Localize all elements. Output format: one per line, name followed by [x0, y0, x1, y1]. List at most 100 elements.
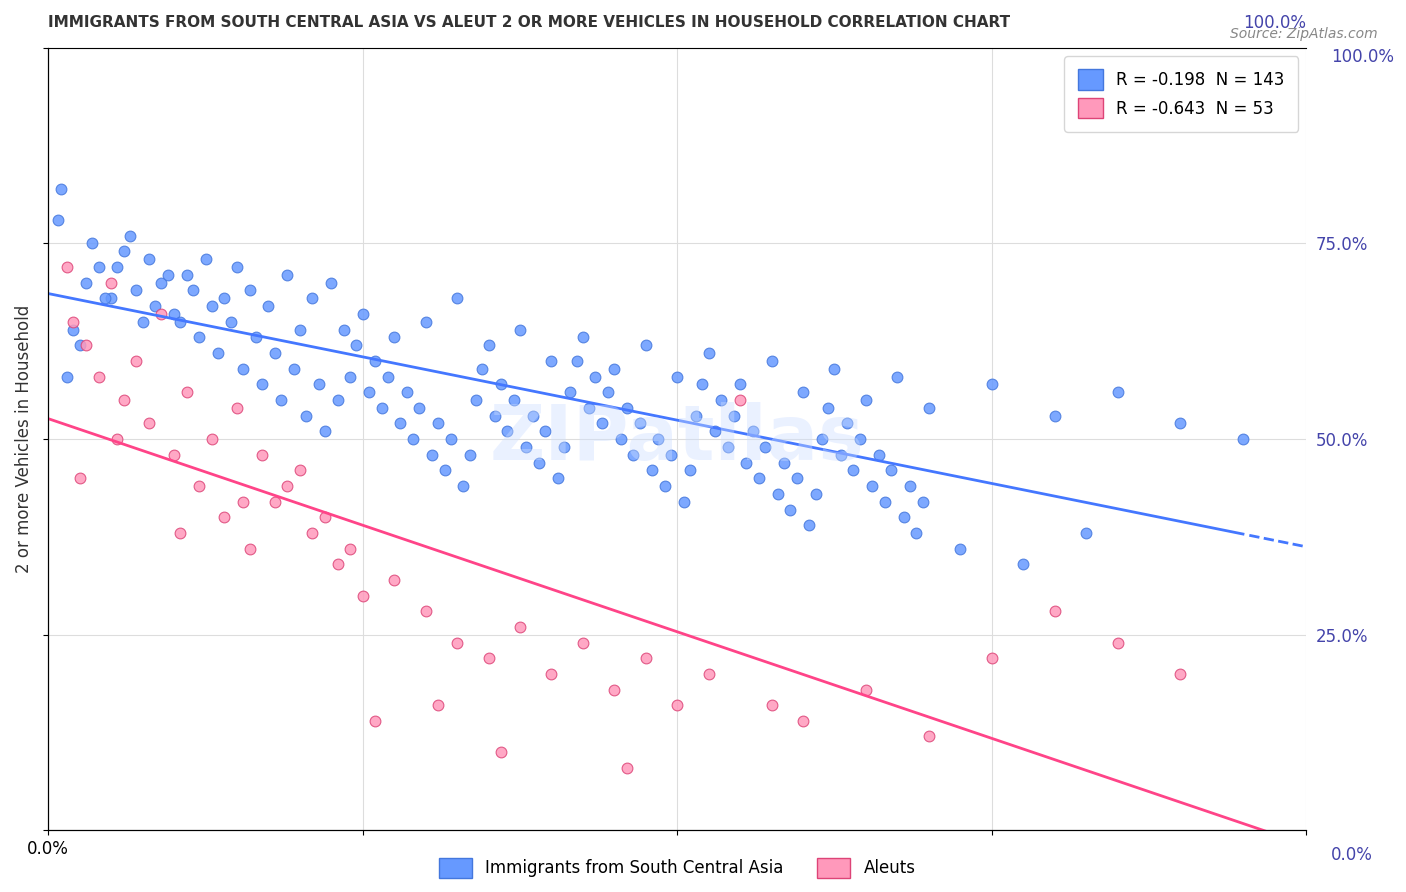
Point	[377, 369, 399, 384]
Point	[868, 448, 890, 462]
Point	[339, 369, 361, 384]
Point	[207, 346, 229, 360]
Point	[402, 432, 425, 446]
Point	[238, 284, 260, 298]
Point	[761, 354, 783, 368]
Point	[811, 432, 834, 446]
Point	[949, 541, 972, 556]
Point	[1074, 526, 1097, 541]
Point	[873, 494, 896, 508]
Point	[352, 589, 374, 603]
Point	[855, 682, 877, 697]
Point	[82, 236, 104, 251]
Point	[616, 761, 638, 775]
Point	[364, 714, 387, 728]
Point	[471, 361, 494, 376]
Point	[420, 448, 443, 462]
Point	[728, 377, 751, 392]
Point	[257, 299, 280, 313]
Point	[270, 392, 292, 407]
Point	[176, 268, 198, 282]
Point	[163, 307, 186, 321]
Point	[176, 385, 198, 400]
Point	[484, 409, 506, 423]
Point	[666, 698, 689, 713]
Point	[458, 448, 481, 462]
Point	[87, 369, 110, 384]
Point	[75, 276, 97, 290]
Point	[565, 354, 588, 368]
Point	[46, 213, 69, 227]
Point	[250, 377, 273, 392]
Point	[339, 541, 361, 556]
Point	[799, 518, 821, 533]
Legend: Immigrants from South Central Asia, Aleuts: Immigrants from South Central Asia, Aleu…	[432, 851, 922, 885]
Text: IMMIGRANTS FROM SOUTH CENTRAL ASIA VS ALEUT 2 OR MORE VEHICLES IN HOUSEHOLD CORR: IMMIGRANTS FROM SOUTH CENTRAL ASIA VS AL…	[48, 15, 1011, 30]
Point	[276, 268, 298, 282]
Point	[188, 330, 211, 344]
Point	[886, 369, 908, 384]
Point	[572, 330, 595, 344]
Point	[415, 315, 437, 329]
Point	[346, 338, 368, 352]
Point	[634, 651, 657, 665]
Point	[100, 291, 122, 305]
Point	[357, 385, 380, 400]
Point	[107, 432, 129, 446]
Point	[672, 494, 695, 508]
Point	[69, 338, 91, 352]
Point	[540, 354, 562, 368]
Point	[201, 432, 224, 446]
Point	[880, 463, 903, 477]
Point	[1170, 666, 1192, 681]
Point	[489, 745, 512, 759]
Point	[314, 510, 336, 524]
Point	[62, 315, 84, 329]
Point	[214, 510, 236, 524]
Point	[716, 440, 738, 454]
Text: 100.0%: 100.0%	[1243, 14, 1306, 32]
Point	[214, 291, 236, 305]
Point	[219, 315, 242, 329]
Point	[647, 432, 669, 446]
Point	[773, 456, 796, 470]
Point	[835, 417, 858, 431]
Point	[741, 425, 763, 439]
Point	[181, 284, 204, 298]
Point	[502, 392, 524, 407]
Point	[333, 322, 356, 336]
Point	[621, 448, 644, 462]
Point	[685, 409, 707, 423]
Point	[585, 369, 607, 384]
Point	[288, 463, 311, 477]
Point	[634, 338, 657, 352]
Point	[692, 377, 714, 392]
Point	[540, 666, 562, 681]
Point	[679, 463, 702, 477]
Point	[710, 392, 733, 407]
Point	[509, 322, 531, 336]
Point	[194, 252, 217, 266]
Point	[308, 377, 330, 392]
Point	[898, 479, 921, 493]
Point	[201, 299, 224, 313]
Point	[138, 417, 160, 431]
Point	[918, 401, 941, 415]
Point	[697, 666, 720, 681]
Point	[263, 346, 285, 360]
Point	[131, 315, 153, 329]
Point	[654, 479, 676, 493]
Point	[465, 392, 488, 407]
Point	[87, 260, 110, 274]
Point	[112, 244, 135, 259]
Point	[415, 604, 437, 618]
Point	[855, 392, 877, 407]
Point	[370, 401, 392, 415]
Point	[232, 494, 254, 508]
Point	[578, 401, 600, 415]
Point	[326, 558, 349, 572]
Point	[860, 479, 883, 493]
Point	[62, 322, 84, 336]
Point	[188, 479, 211, 493]
Point	[433, 463, 456, 477]
